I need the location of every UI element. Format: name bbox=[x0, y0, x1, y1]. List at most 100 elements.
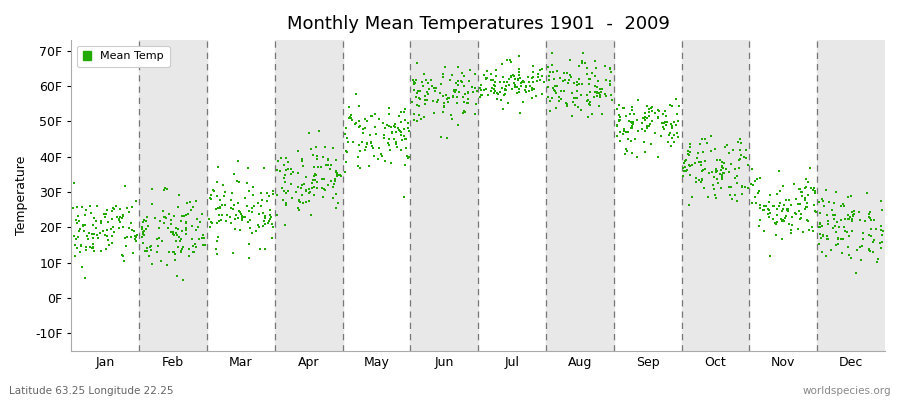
Point bbox=[553, 75, 567, 81]
Point bbox=[512, 53, 526, 60]
Point bbox=[784, 230, 798, 237]
Point bbox=[393, 119, 408, 126]
Point bbox=[388, 121, 402, 127]
Point bbox=[73, 249, 87, 256]
Point bbox=[869, 226, 884, 232]
Point bbox=[592, 86, 607, 92]
Point bbox=[252, 224, 266, 231]
Point bbox=[378, 158, 392, 164]
Point bbox=[190, 216, 204, 222]
Point bbox=[257, 215, 272, 221]
Point bbox=[144, 242, 158, 249]
Point bbox=[472, 94, 487, 101]
Point bbox=[302, 190, 316, 196]
Point bbox=[320, 156, 335, 162]
Point bbox=[134, 234, 148, 240]
Point bbox=[683, 172, 698, 178]
Point bbox=[359, 144, 374, 150]
Point bbox=[861, 211, 876, 218]
Point bbox=[486, 77, 500, 84]
Point bbox=[819, 252, 833, 259]
Point bbox=[661, 119, 675, 125]
Point bbox=[86, 231, 101, 237]
Point bbox=[295, 156, 310, 163]
Point bbox=[654, 133, 669, 139]
Point bbox=[574, 92, 589, 98]
Point bbox=[525, 85, 539, 91]
Point bbox=[229, 225, 243, 232]
Point bbox=[122, 209, 136, 216]
Legend: Mean Temp: Mean Temp bbox=[77, 46, 169, 67]
Point bbox=[211, 238, 225, 244]
Point bbox=[399, 136, 413, 143]
Point bbox=[262, 192, 276, 199]
Point bbox=[266, 188, 281, 194]
Point bbox=[266, 224, 280, 230]
Point bbox=[364, 113, 379, 120]
Point bbox=[867, 217, 881, 223]
Point bbox=[86, 243, 100, 250]
Point bbox=[612, 102, 626, 108]
Point bbox=[775, 236, 789, 242]
Point bbox=[212, 212, 227, 218]
Point bbox=[357, 147, 372, 154]
Point bbox=[242, 188, 256, 194]
Point bbox=[447, 89, 462, 96]
Point bbox=[176, 244, 190, 250]
Point bbox=[284, 166, 298, 172]
Point bbox=[140, 214, 154, 220]
Point bbox=[240, 218, 255, 225]
Point bbox=[849, 270, 863, 277]
Point bbox=[461, 88, 475, 95]
Point bbox=[317, 176, 331, 182]
Point bbox=[499, 86, 513, 93]
Point bbox=[468, 84, 482, 91]
Point bbox=[667, 118, 681, 125]
Point bbox=[575, 81, 590, 87]
Point bbox=[225, 190, 239, 196]
Point bbox=[794, 189, 808, 195]
Point bbox=[505, 86, 519, 92]
Point bbox=[413, 88, 428, 94]
Point bbox=[772, 188, 787, 194]
Point bbox=[526, 69, 540, 75]
Point bbox=[853, 257, 868, 264]
Point bbox=[598, 90, 612, 97]
Point bbox=[864, 216, 878, 223]
Point bbox=[510, 90, 525, 96]
Point bbox=[636, 139, 651, 145]
Point bbox=[260, 220, 274, 226]
Point bbox=[219, 218, 233, 224]
Point bbox=[333, 172, 347, 178]
Point bbox=[793, 201, 807, 208]
Point bbox=[458, 90, 473, 97]
Point bbox=[723, 192, 737, 198]
Point bbox=[777, 218, 791, 224]
Point bbox=[820, 236, 834, 242]
Point bbox=[316, 154, 330, 161]
Point bbox=[328, 191, 343, 198]
Point bbox=[752, 216, 767, 223]
Point bbox=[382, 123, 396, 129]
Point bbox=[699, 140, 714, 146]
Point bbox=[101, 218, 115, 225]
Point bbox=[545, 85, 560, 92]
Point bbox=[525, 94, 539, 101]
Point bbox=[590, 93, 604, 99]
Point bbox=[250, 200, 265, 206]
Point bbox=[702, 169, 716, 176]
Point bbox=[541, 94, 555, 100]
Point bbox=[715, 163, 729, 169]
Point bbox=[391, 125, 405, 131]
Point bbox=[841, 244, 855, 250]
Point bbox=[688, 175, 703, 181]
Point bbox=[616, 131, 630, 138]
Point bbox=[636, 114, 651, 121]
Point bbox=[715, 176, 729, 182]
Point bbox=[829, 188, 843, 195]
Point bbox=[99, 245, 113, 252]
Point bbox=[116, 212, 130, 219]
Point bbox=[317, 186, 331, 192]
Point bbox=[483, 88, 498, 94]
Point bbox=[120, 205, 134, 212]
